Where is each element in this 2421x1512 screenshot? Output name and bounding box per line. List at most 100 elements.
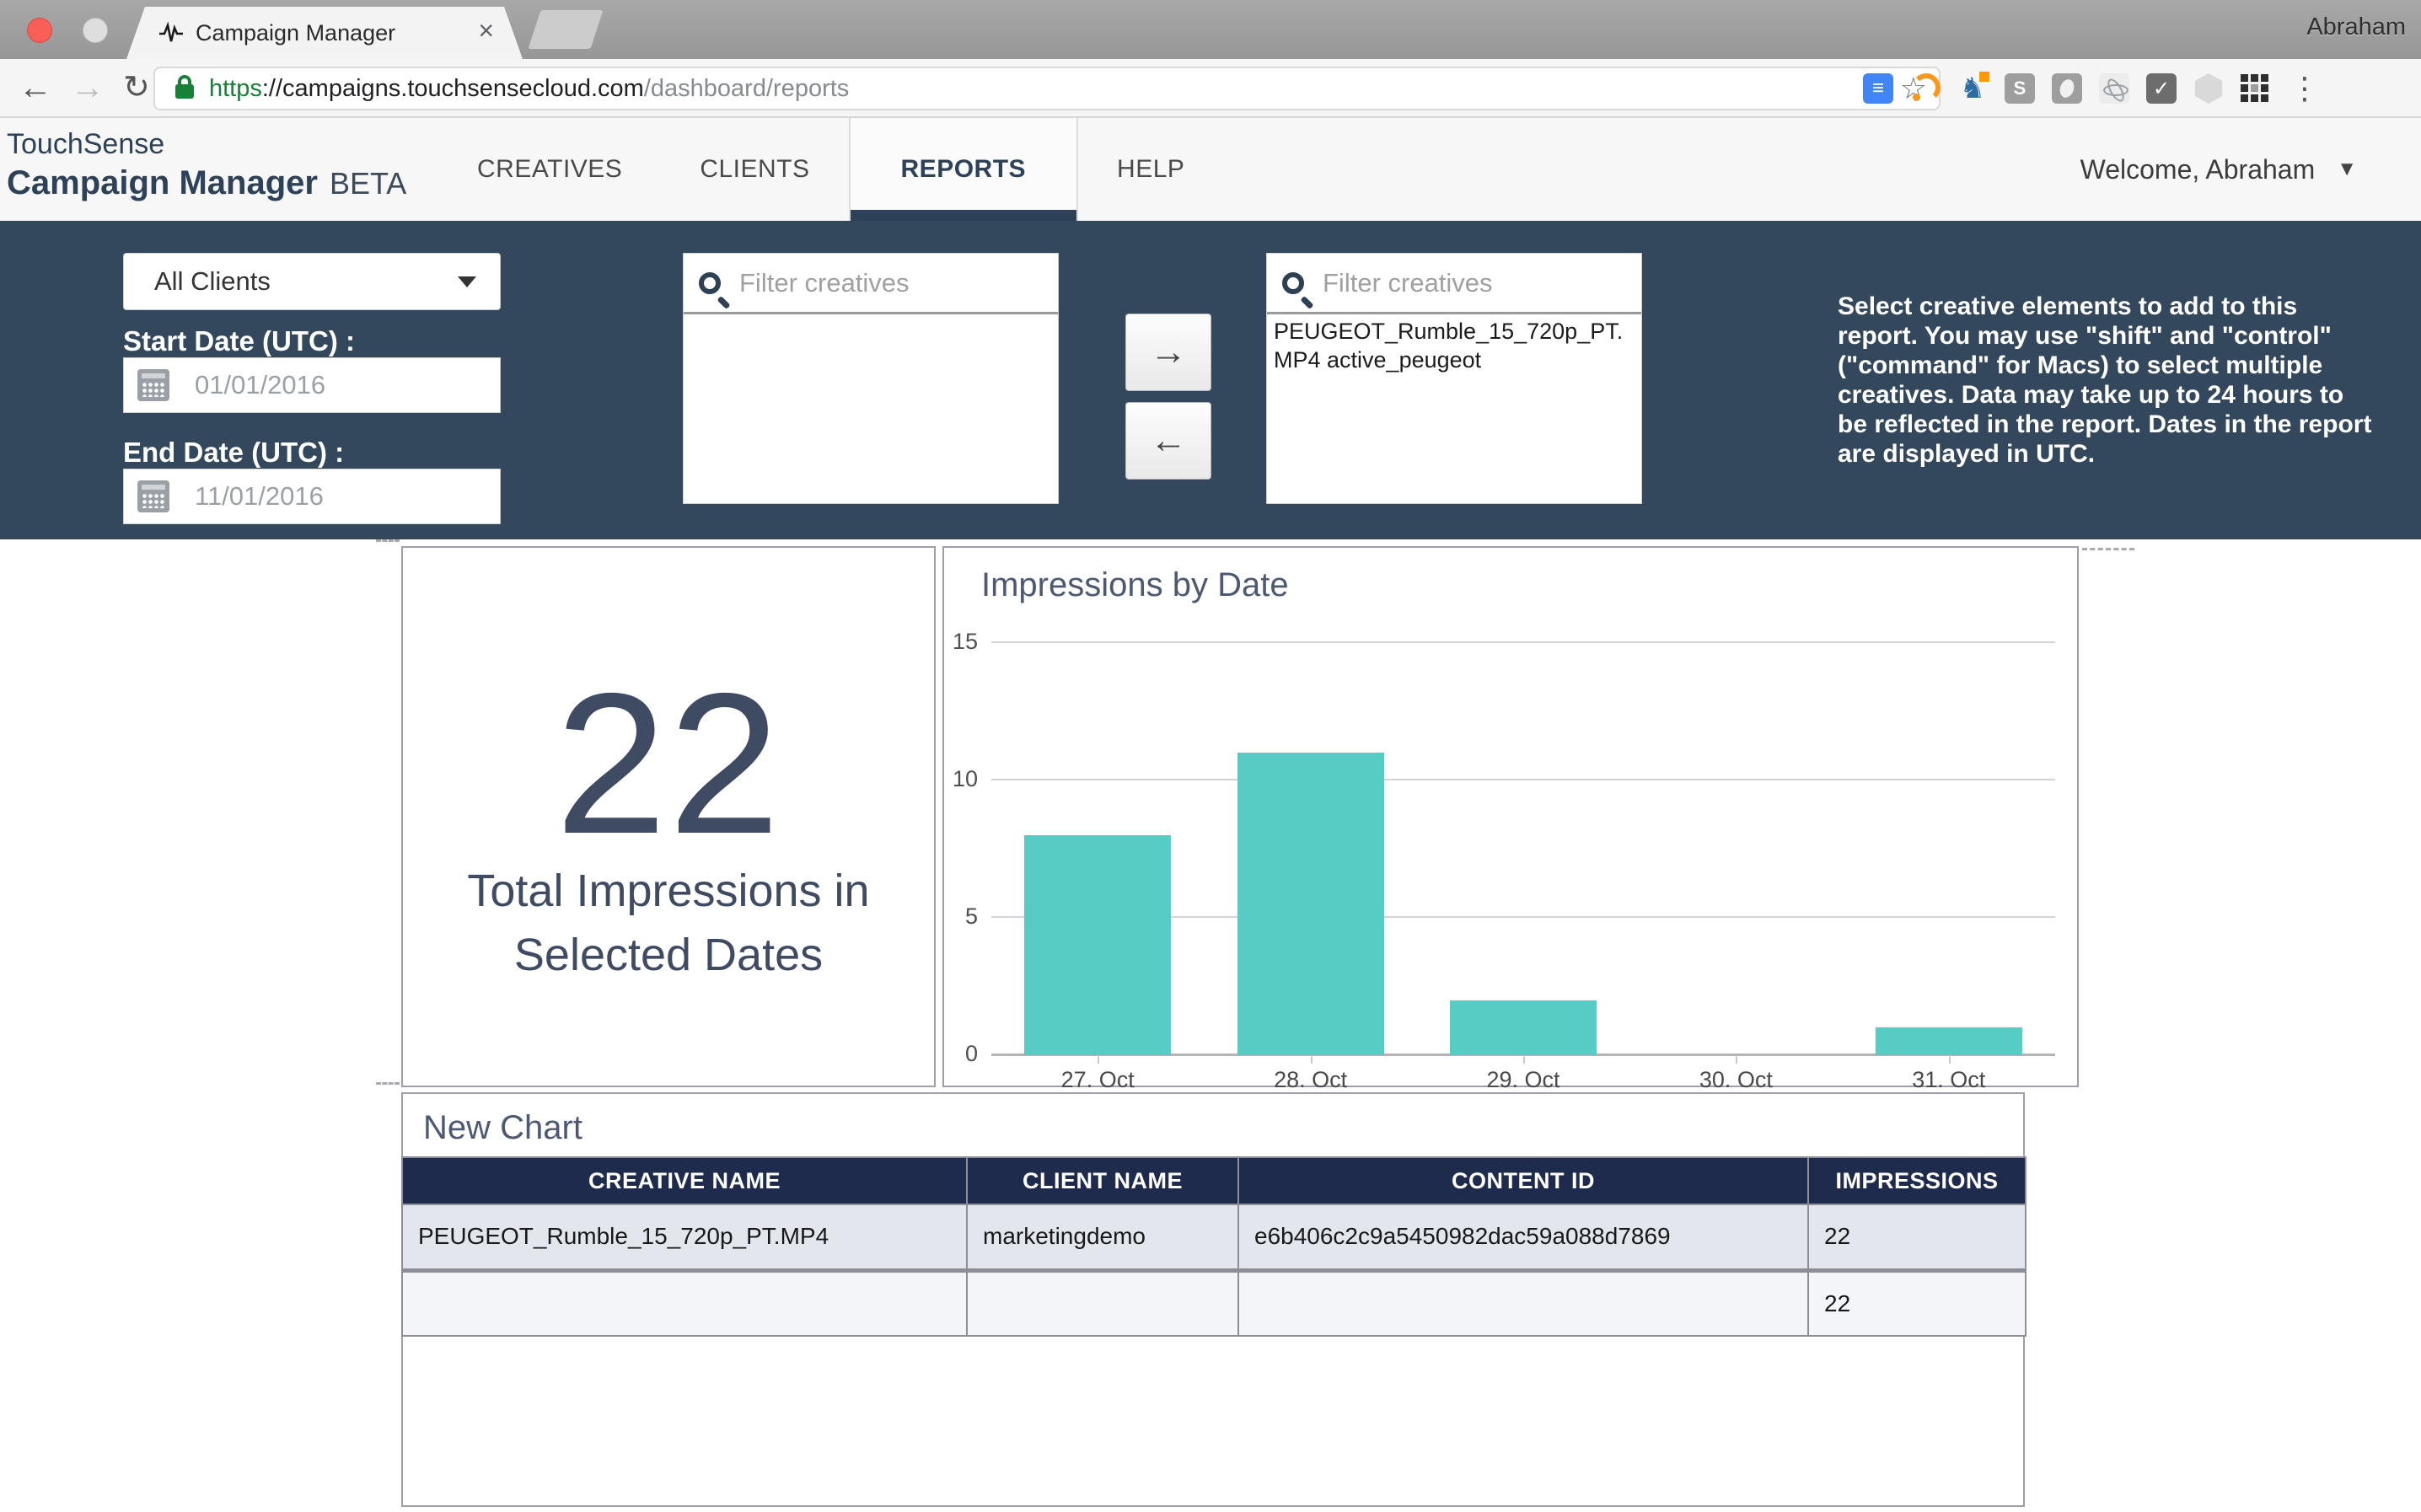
hexagon-extension-icon[interactable] (2194, 73, 2223, 104)
client-select[interactable]: All Clients (123, 253, 501, 310)
selected-creatives-box: Filter creatives PEUGEOT_Rumble_15_720p_… (1266, 253, 1642, 504)
table-row: 22 (401, 1269, 2026, 1337)
end-date-input[interactable]: 11/01/2016 (123, 469, 501, 524)
table-cell: marketingdemo (966, 1204, 1239, 1273)
reload-icon[interactable]: ↻ (123, 70, 150, 105)
url-host: ://campaigns.touchsensecloud.com (261, 74, 644, 102)
nav-item-creatives[interactable]: CREATIVES (477, 155, 623, 183)
brand-product: Campaign Manager BETA (7, 164, 406, 202)
url-bar[interactable]: https://campaigns.touchsensecloud.com/da… (153, 67, 1941, 110)
nav-item-clients[interactable]: CLIENTS (700, 155, 810, 183)
start-date-input[interactable]: 01/01/2016 (123, 357, 501, 413)
browser-toolbar: ← → ↻ https://campaigns.touchsensecloud.… (0, 59, 2421, 118)
back-icon[interactable]: ← (19, 69, 52, 106)
available-creatives-search[interactable]: Filter creatives (684, 254, 1058, 314)
s-extension-icon[interactable]: S (2005, 73, 2035, 104)
move-left-button[interactable]: ← (1125, 402, 1211, 480)
filter-bar: All Clients Start Date (UTC) : 01/01/201… (0, 221, 2421, 539)
table-cell (966, 1269, 1239, 1337)
waveform-favicon-icon (159, 21, 183, 42)
column-header[interactable]: CONTENT ID (1237, 1156, 1809, 1205)
bar-29. Oct[interactable] (1450, 1000, 1597, 1055)
gridline (991, 641, 2055, 643)
x-axis-tick (1523, 1055, 1525, 1064)
table-cell: PEUGEOT_Rumble_15_720p_PT.MP4 (401, 1204, 968, 1273)
selected-creatives-list[interactable]: PEUGEOT_Rumble_15_720p_PT.MP4 active_peu… (1267, 314, 1641, 378)
table-cell: 22 (1807, 1269, 2026, 1337)
total-impressions-card: 22 Total Impressions in Selected Dates (401, 546, 936, 1087)
minimize-window-button[interactable] (83, 18, 108, 43)
column-header[interactable]: IMPRESSIONS (1807, 1156, 2026, 1205)
nav-item-reports[interactable]: REPORTS (848, 118, 1079, 221)
brand-logo[interactable]: TouchSense Campaign Manager BETA (7, 128, 406, 202)
chess-extension-icon[interactable]: ♞ (1957, 72, 1989, 105)
total-impressions-value: 22 (555, 652, 782, 876)
browser-tab[interactable]: Campaign Manager × (126, 7, 523, 59)
bar-27. Oct[interactable] (1024, 835, 1172, 1055)
end-date-value: 11/01/2016 (195, 481, 324, 511)
beta-badge: BETA (329, 166, 407, 201)
oval-extension-icon[interactable] (2052, 73, 2082, 104)
x-axis-tick (1098, 1055, 1100, 1064)
filter-placeholder: Filter creatives (739, 267, 910, 298)
docs-extension-icon[interactable]: ≡ (1863, 68, 1897, 104)
x-axis-tick (1736, 1055, 1738, 1064)
filter-placeholder: Filter creatives (1323, 267, 1493, 298)
bar-28. Oct[interactable] (1237, 753, 1384, 1055)
move-right-button[interactable]: → (1125, 314, 1211, 391)
titlebar: Campaign Manager × Abraham (0, 0, 2421, 59)
column-header[interactable]: CLIENT NAME (966, 1156, 1239, 1205)
chevron-down-icon: ▼ (2337, 158, 2357, 180)
x-axis-tick-label: 29. Oct (1486, 1067, 1560, 1092)
app-nav: CREATIVES CLIENTS REPORTS HELP (438, 118, 1223, 221)
search-icon (699, 271, 721, 294)
y-axis-tick-label: 5 (964, 903, 978, 929)
new-chart-card: New Chart CREATIVE NAME CLIENT NAME CONTEN… (401, 1092, 2026, 1507)
inbox-extension-icon[interactable]: ✓ (2146, 73, 2177, 104)
rss-extension-icon[interactable] (1910, 73, 1941, 104)
creative-list-item[interactable]: PEUGEOT_Rumble_15_720p_PT.MP4 active_peu… (1274, 319, 1624, 373)
tab-close-icon[interactable]: × (478, 15, 494, 46)
nav-item-help[interactable]: HELP (1117, 155, 1185, 183)
forward-icon[interactable]: → (71, 69, 105, 106)
brand-product-label: Campaign Manager (7, 164, 318, 201)
table-cell (1237, 1269, 1809, 1337)
column-header[interactable]: CREATIVE NAME (401, 1156, 968, 1205)
y-axis-tick-label: 15 (952, 629, 978, 654)
calendar-icon (137, 480, 169, 512)
y-axis-tick-label: 0 (964, 1041, 978, 1066)
y-axis-tick-label: 10 (952, 766, 978, 791)
gridline (991, 779, 2055, 780)
table-cell: e6b406c2c9a5450982dac59a088d7869 (1237, 1204, 1809, 1273)
x-axis-tick-label: 27. Oct (1060, 1067, 1135, 1092)
start-date-value: 01/01/2016 (195, 370, 326, 399)
client-select-value: All Clients (154, 266, 271, 296)
welcome-label: Welcome, Abraham (2080, 153, 2316, 185)
available-creatives-list[interactable] (684, 314, 1058, 321)
selected-creatives-search[interactable]: Filter creatives (1267, 254, 1641, 314)
x-axis-tick-label: 31. Oct (1912, 1067, 1986, 1092)
x-axis-tick-label: 30. Oct (1699, 1067, 1773, 1092)
react-extension-icon[interactable] (2099, 73, 2129, 104)
new-chart-title: New Chart (423, 1109, 582, 1146)
report-table: CREATIVE NAME CLIENT NAME CONTENT ID IMPRES… (401, 1156, 2026, 1337)
chart-title: Impressions by Date (981, 566, 1289, 603)
total-impressions-label: Total Impressions in Selected Dates (467, 866, 870, 980)
bar-31. Oct[interactable] (1875, 1027, 2022, 1055)
browser-menu-icon[interactable]: ⋮ (2289, 71, 2320, 105)
start-date-label: Start Date (UTC) : (123, 325, 356, 357)
end-date-label: End Date (UTC) : (123, 437, 345, 468)
url-path: /dashboard/reports (643, 74, 850, 102)
gridline (991, 916, 2055, 918)
apps-grid-icon[interactable] (2241, 74, 2269, 103)
grid-dash-decoration (376, 1082, 400, 1085)
welcome-menu[interactable]: Welcome, Abraham ▼ (2080, 118, 2357, 221)
titlebar-user-label: Abraham (2306, 13, 2406, 40)
url-text[interactable]: https://campaigns.touchsensecloud.com/da… (209, 75, 849, 103)
impressions-chart-card: Impressions by Date 0 5 10 15 27. Oct 28. Oct… (942, 546, 2079, 1092)
table-cell (401, 1269, 968, 1337)
new-tab-button[interactable] (528, 10, 604, 49)
grid-dash-decoration (2082, 548, 2134, 550)
close-window-button[interactable] (27, 18, 52, 43)
